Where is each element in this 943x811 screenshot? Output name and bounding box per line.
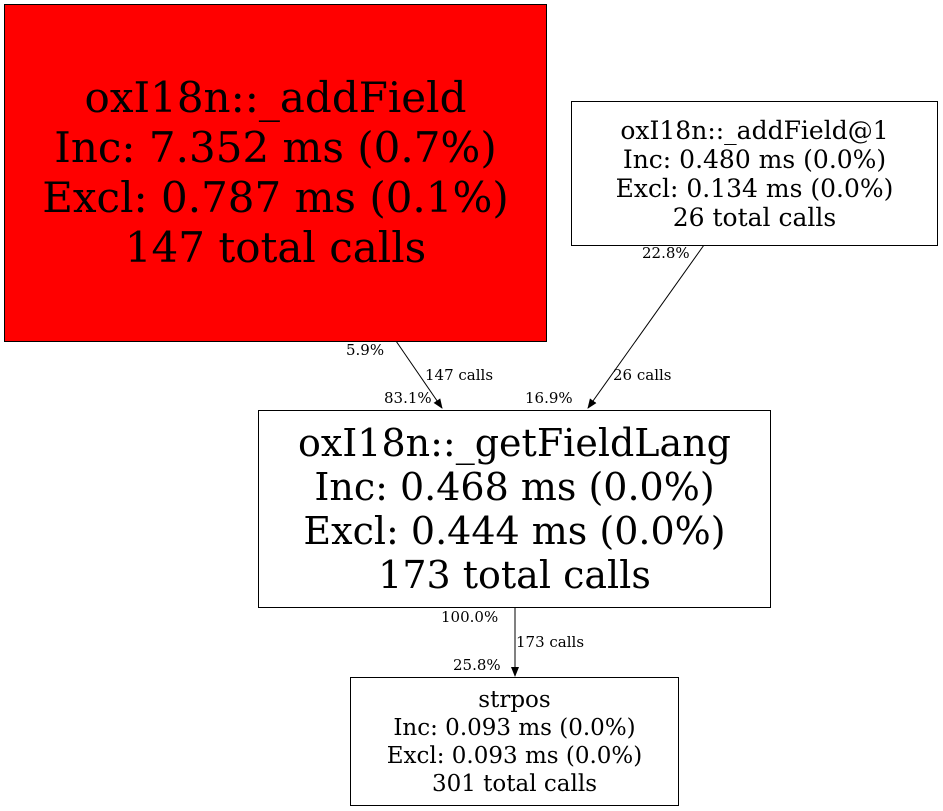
edge-addfield1-getfieldlang (587, 244, 705, 409)
node-name: oxI18n::_addField@1 (620, 115, 889, 145)
node-inc: Inc: 0.468 ms (0.0%) (314, 465, 715, 509)
edge-label: 26 calls (613, 366, 672, 384)
edge-addfield-getfieldlang (395, 340, 443, 409)
node-calls: 147 total calls (124, 223, 427, 272)
node-calls: 26 total calls (672, 202, 837, 232)
edge-tail-label: 5.9% (346, 341, 385, 359)
edge-head-label: 16.9% (525, 389, 573, 407)
node-inc: Inc: 0.480 ms (0.0%) (622, 144, 887, 174)
node-excl: Excl: 0.787 ms (0.1%) (42, 173, 509, 222)
node-inc: Inc: 7.352 ms (0.7%) (54, 123, 497, 172)
node-getfieldlang[interactable]: oxI18n::_getFieldLang Inc: 0.468 ms (0.0… (258, 410, 771, 608)
node-excl: Excl: 0.444 ms (0.0%) (303, 509, 726, 553)
node-addfield[interactable]: oxI18n::_addField Inc: 7.352 ms (0.7%) E… (4, 4, 547, 342)
node-excl: Excl: 0.093 ms (0.0%) (386, 742, 643, 769)
node-excl: Excl: 0.134 ms (0.0%) (615, 173, 894, 203)
node-name: oxI18n::_getFieldLang (297, 421, 731, 465)
node-inc: Inc: 0.093 ms (0.0%) (393, 714, 636, 741)
edge-head-label: 83.1% (384, 389, 432, 407)
node-strpos[interactable]: strpos Inc: 0.093 ms (0.0%) Excl: 0.093 … (350, 677, 679, 806)
edge-tail-label: 100.0% (441, 608, 499, 626)
edge-label: 147 calls (425, 366, 494, 384)
edge-head-label: 25.8% (453, 656, 501, 674)
node-name: strpos (478, 686, 551, 713)
edge-tail-label: 22.8% (642, 244, 690, 262)
node-calls: 301 total calls (431, 770, 598, 797)
node-addfield1[interactable]: oxI18n::_addField@1 Inc: 0.480 ms (0.0%)… (571, 101, 938, 246)
edge-label: 173 calls (516, 633, 585, 651)
node-name: oxI18n::_addField (84, 73, 467, 122)
node-calls: 173 total calls (378, 553, 651, 597)
